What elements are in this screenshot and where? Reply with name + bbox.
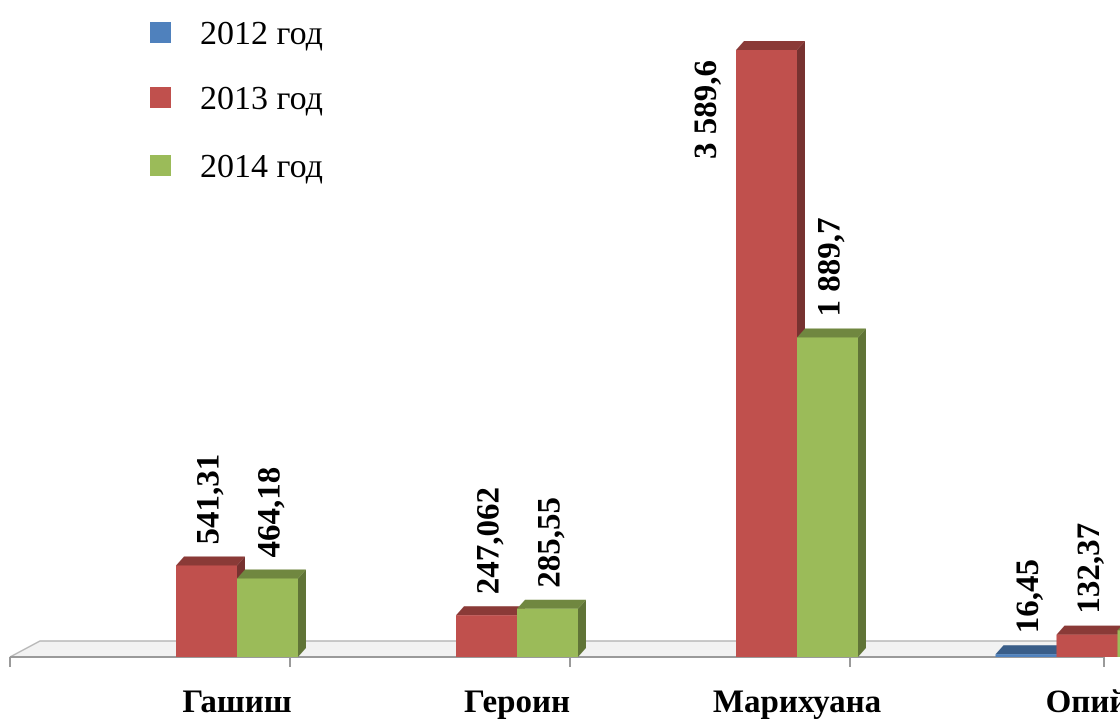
bar-top: [517, 599, 586, 609]
bar-2014-год-2: [797, 328, 866, 657]
chart-legend: 2012 год 2013 год 2014 год: [150, 15, 323, 185]
data-label: 132,37: [1071, 523, 1107, 614]
bar-top: [1117, 627, 1120, 631]
bar-front: [517, 608, 578, 657]
bar-side: [858, 328, 866, 657]
bar-top: [456, 606, 525, 616]
data-label: 464,18: [252, 467, 288, 558]
category-label: Героин: [464, 684, 570, 720]
chart-data-labels: 541,31 464,18 247,062 285,55 3 589,6 1 889,7 1…: [191, 60, 1108, 633]
bar-2012-год-3: [995, 645, 1065, 657]
bar-2013-год-0: [176, 556, 245, 657]
data-label: 1 889,7: [812, 217, 848, 316]
bar-side: [298, 569, 306, 657]
bar-front: [797, 337, 858, 657]
legend-swatch: [150, 155, 171, 176]
bar-top: [237, 569, 306, 579]
bar-top: [736, 41, 805, 50]
bar-top: [176, 556, 245, 566]
bar-2013-год-3: [1056, 625, 1120, 657]
bar-front: [995, 654, 1057, 657]
legend-swatch: [150, 22, 171, 43]
chart-category-axis: Гашиш Героин Марихуана Опий: [182, 684, 1120, 720]
data-label: 3 589,6: [688, 60, 724, 159]
bar-top: [1056, 625, 1120, 635]
category-label: Опий: [1046, 684, 1120, 720]
bar-front: [237, 578, 298, 657]
bar-front: [1056, 634, 1118, 657]
bar-top: [797, 328, 866, 338]
bar-top: [995, 645, 1065, 655]
bar-front: [456, 615, 517, 657]
legend-label: 2014 год: [200, 148, 323, 185]
data-label: 285,55: [532, 497, 568, 588]
category-label: Марихуана: [713, 684, 881, 720]
category-label: Гашиш: [182, 684, 291, 720]
data-label: 16,45: [1010, 559, 1046, 633]
data-label: 247,062: [471, 487, 507, 594]
chart-bars: [176, 41, 1120, 657]
bar-front: [176, 565, 237, 657]
bar-front: [1117, 630, 1120, 657]
legend-label: 2013 год: [200, 80, 323, 117]
legend-swatch: [150, 87, 171, 108]
data-label: 541,31: [191, 454, 227, 545]
bar-2014-год-3: [1117, 627, 1120, 657]
bar-side: [578, 599, 586, 657]
bar-2014-год-0: [237, 569, 306, 657]
bar-2014-год-1: [517, 599, 586, 657]
legend-label: 2012 год: [200, 15, 323, 52]
bar-2013-год-2: [736, 41, 805, 657]
bar-front: [736, 50, 797, 657]
bar-2013-год-1: [456, 606, 525, 657]
